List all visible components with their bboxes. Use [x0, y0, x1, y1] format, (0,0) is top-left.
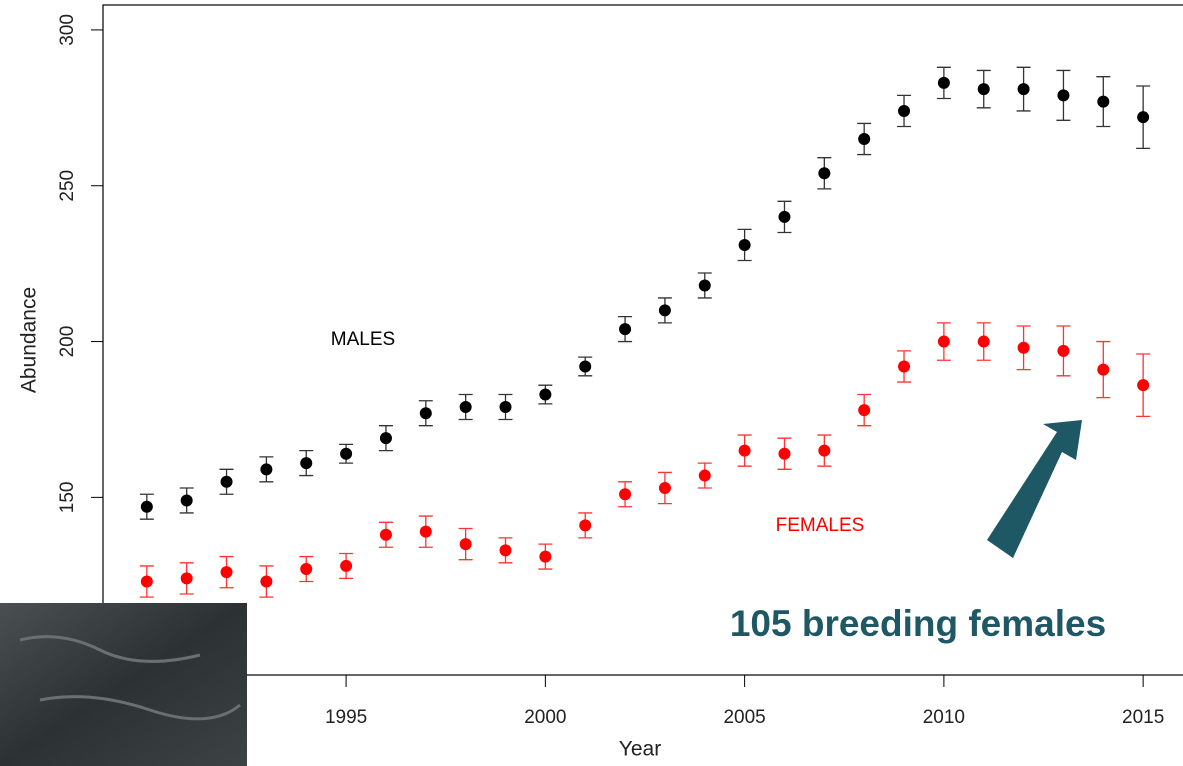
point: [898, 104, 911, 117]
point: [300, 457, 313, 470]
point: [579, 519, 592, 532]
point: [260, 575, 273, 588]
annotation: 105 breeding females: [730, 603, 1106, 644]
point: [818, 167, 831, 180]
point: [260, 463, 273, 476]
photo-texture: [19, 635, 241, 721]
point: [658, 482, 671, 495]
point: [499, 544, 512, 557]
point: [140, 500, 153, 513]
photo: [0, 603, 247, 766]
point: [539, 388, 552, 401]
arrow: [987, 420, 1082, 558]
point: [180, 494, 193, 507]
point: [1097, 95, 1110, 108]
x-tick-label: 2015: [1122, 707, 1164, 728]
point: [180, 572, 193, 585]
point: [220, 475, 233, 488]
point: [698, 279, 711, 292]
x-tick-label: 2010: [923, 707, 965, 728]
point: [977, 335, 990, 348]
point: [937, 76, 950, 89]
point: [340, 447, 353, 460]
point: [1137, 379, 1150, 392]
x-tick-label: 1995: [325, 707, 367, 728]
point: [1017, 341, 1030, 354]
x-tick-label: 2000: [524, 707, 566, 728]
point: [818, 444, 831, 457]
point: [898, 360, 911, 373]
point: [459, 538, 472, 551]
point: [619, 323, 632, 336]
point: [1057, 89, 1070, 102]
point: [698, 469, 711, 482]
point: [1057, 344, 1070, 357]
plot-frame: [102, 4, 1183, 676]
point: [419, 525, 432, 538]
point: [579, 360, 592, 373]
y-tick-label: 150: [57, 482, 78, 514]
y-tick-label: 300: [57, 14, 78, 46]
series: [139, 322, 1151, 598]
y-tick-label: 200: [57, 326, 78, 358]
point: [539, 550, 552, 563]
point: [778, 447, 791, 460]
point: [858, 133, 871, 145]
point: [419, 407, 432, 420]
point: [658, 304, 671, 317]
point: [738, 238, 751, 251]
point: [1017, 83, 1030, 96]
y-axis-label: Abundance: [18, 287, 41, 393]
series: [139, 66, 1151, 520]
point: [379, 528, 392, 541]
point: [379, 432, 392, 445]
point: [1097, 363, 1110, 376]
point: [220, 566, 233, 579]
series-label: FEMALES: [776, 515, 865, 536]
point: [340, 559, 353, 572]
point: [140, 575, 153, 588]
point: [459, 401, 472, 413]
point: [499, 401, 512, 413]
plot-area: 150 200 250 300 1995 2000 2005 2010 2015 MALES FEM…: [57, 14, 1164, 728]
point: [300, 563, 313, 576]
point: [858, 404, 871, 417]
point: [778, 210, 791, 223]
point: [977, 83, 990, 96]
x-tick-label: 2005: [723, 707, 765, 728]
point: [738, 444, 751, 457]
series-label: MALES: [331, 329, 395, 350]
point: [619, 488, 632, 501]
point: [1137, 111, 1150, 124]
x-axis-label: Year: [619, 738, 661, 761]
point: [937, 335, 950, 348]
y-tick-label: 250: [57, 170, 78, 202]
